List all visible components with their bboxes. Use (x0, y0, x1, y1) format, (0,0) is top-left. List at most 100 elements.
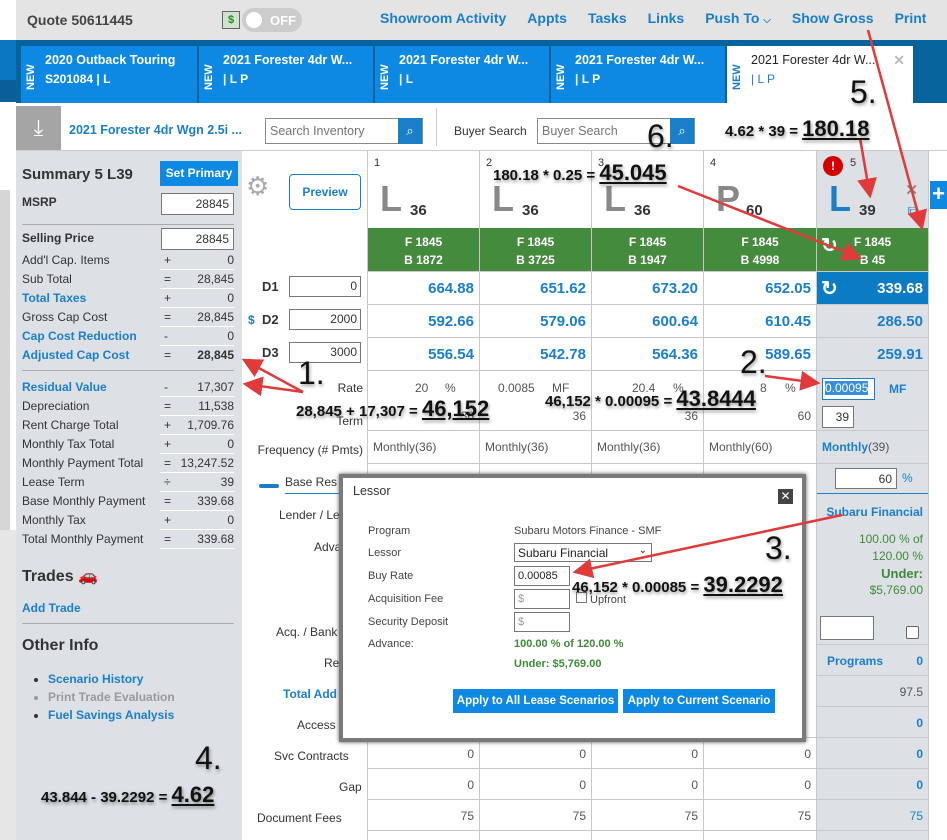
payment-d1[interactable]: 652.05 (704, 271, 816, 304)
scenario-column-5-selected[interactable]: ! 5 L 39 ✕ ⧉ F 1845 B 45 ↻ ↻ 339.68 286.50 … (816, 151, 929, 840)
row-operator: - (164, 380, 168, 394)
vehicle-tab-4[interactable]: NEW 2021 Forester 4dr W... | L P (551, 46, 725, 103)
payment-d2[interactable]: 286.50 (817, 304, 928, 337)
lender-label: Lender / Le (279, 508, 340, 522)
annotation-step-2: 2. (740, 344, 767, 380)
add-scenario-button[interactable]: + (930, 181, 947, 209)
msrp-input[interactable]: 28845 (161, 193, 234, 215)
vehicle-tab-2[interactable]: NEW 2021 Forester 4dr W... | L P (199, 46, 373, 103)
payment-d2[interactable]: 610.45 (704, 304, 816, 337)
payment-d1[interactable]: 651.62 (480, 271, 591, 304)
left-edge-tab (0, 40, 16, 80)
toggle-switch[interactable]: OFF (242, 8, 302, 32)
trades-label: Trades (22, 568, 74, 585)
total-add-link[interactable]: Total Add (283, 687, 337, 701)
d1-input[interactable]: 0 (289, 276, 361, 297)
vehicle-name-link[interactable]: 2021 Forester 4dr Wgn 2.5i ... (69, 123, 242, 137)
gear-icon[interactable]: ⚙ (246, 171, 270, 201)
equation-text: 46,152 * 0.00095 = (545, 393, 677, 410)
re-value: 97.5 (817, 675, 928, 706)
vehicle-tab-5-active[interactable]: NEW 2021 Forester 4dr W... | L P ✕ (727, 46, 913, 103)
acquisition-fee-input[interactable]: $ (514, 589, 570, 609)
buy-rate-input[interactable]: 0.00085 (514, 566, 570, 586)
money-factor-input[interactable]: 0.00095 (822, 378, 875, 400)
programs-link[interactable]: Programs (827, 654, 884, 668)
acq-fee-input[interactable] (820, 616, 874, 640)
frequency-link[interactable]: Monthly (822, 440, 868, 454)
nav-push-to[interactable]: Push To ⌵ (705, 10, 771, 26)
add-trade-link[interactable]: Add Trade (22, 601, 81, 615)
presentation-toggle[interactable]: $ OFF (222, 8, 302, 32)
payment-d1[interactable]: 664.88 (368, 271, 479, 304)
annotation-equation-5: 4.62 * 39 = 180.18 (725, 116, 869, 142)
toggle-label: OFF (270, 12, 296, 28)
total-taxes-link[interactable]: Total Taxes (22, 291, 87, 305)
close-dialog-button[interactable]: ✕ (778, 489, 793, 504)
inventory-search-button[interactable]: ⌕ (398, 118, 422, 144)
scenario-history-link[interactable]: Scenario History (48, 672, 144, 686)
row-value: 39 (220, 475, 234, 489)
summary-row: Sub Total = 28,845 (22, 270, 234, 289)
payment-d3[interactable]: 259.91 (817, 337, 928, 370)
copy-scenario-icon[interactable]: ⧉ (907, 204, 919, 221)
payment-d3[interactable]: 589.65 (704, 337, 816, 370)
term-input[interactable]: 39 (822, 406, 854, 428)
toggle-knob (246, 12, 262, 28)
payment-d1[interactable]: 673.20 (592, 271, 703, 304)
residual-value-link[interactable]: Residual Value (22, 380, 107, 394)
payment-d2[interactable]: 579.06 (480, 304, 591, 337)
svc-value[interactable]: 0 (817, 737, 928, 768)
payment-d3[interactable]: 556.54 (368, 337, 479, 370)
payment-d3[interactable]: 564.36 (592, 337, 703, 370)
doc-fee-value[interactable]: 75 (817, 799, 928, 830)
lessor-select[interactable]: Subaru Financial ⌄ (514, 543, 652, 562)
collapse-icon[interactable] (259, 484, 279, 488)
left-scrollbar[interactable] (0, 190, 10, 530)
d2-input[interactable]: 2000 (289, 309, 361, 330)
residual-percent-input[interactable]: 60 (835, 468, 897, 489)
upfront-checkbox[interactable] (906, 626, 919, 639)
lender-link[interactable]: Subaru Financial (826, 505, 923, 519)
tab-subtitle: S201084 | L (45, 72, 111, 86)
nav-tasks[interactable]: Tasks (587, 10, 627, 26)
download-arrow-button[interactable]: ⤓ (16, 106, 61, 150)
d3-input[interactable]: 3000 (289, 342, 361, 363)
nav-links[interactable]: Links (647, 10, 685, 26)
payment-d2[interactable]: 600.64 (592, 304, 703, 337)
document-fees-label: Document Fees (257, 811, 342, 825)
row-value: 17,307 (197, 380, 234, 394)
nav-show-gross[interactable]: Show Gross (791, 10, 874, 26)
scenario-type: L (380, 178, 402, 219)
buyer-search-input[interactable] (538, 119, 670, 143)
gap-value[interactable]: 0 (817, 768, 928, 799)
payment-d1-selected[interactable]: ↻ 339.68 (817, 271, 928, 304)
set-primary-button[interactable]: Set Primary (160, 161, 238, 186)
cap-cost-reduction-link[interactable]: Cap Cost Reduction (22, 329, 137, 343)
close-tab-icon[interactable]: ✕ (893, 52, 905, 68)
total-add-value[interactable]: 0 (817, 706, 928, 737)
buyer-search-button[interactable]: ⌕ (670, 118, 694, 144)
scenario-column-2[interactable]: 2 L 36 F 1845 B 3725 651.62 579.06 542.78 0… (479, 151, 591, 840)
refresh-icon[interactable]: ↻ (821, 278, 838, 300)
nav-showroom-activity[interactable]: Showroom Activity (380, 10, 507, 26)
delete-scenario-icon[interactable]: ✕ (905, 182, 918, 199)
nav-print[interactable]: Print (894, 10, 927, 26)
refresh-icon[interactable]: ↻ (821, 235, 838, 257)
payment-d3[interactable]: 542.78 (480, 337, 591, 370)
vehicle-tab-1[interactable]: NEW 2020 Outback Touring S201084 | L (21, 46, 197, 103)
vehicle-tab-3[interactable]: NEW 2021 Forester 4dr W... | L (375, 46, 549, 103)
security-deposit-input[interactable]: $ (514, 612, 570, 632)
apply-all-lease-scenarios-button[interactable]: Apply to All Lease Scenarios (453, 689, 618, 713)
upfront-checkbox[interactable] (576, 592, 587, 603)
preview-button[interactable]: Preview (289, 174, 361, 210)
empty-cell (592, 463, 703, 481)
selling-price-input[interactable]: 28845 (161, 228, 234, 250)
alert-icon[interactable]: ! (823, 156, 843, 176)
fuel-savings-analysis-link[interactable]: Fuel Savings Analysis (48, 708, 175, 722)
scenario-column-1[interactable]: 1 L 36 F 1845 B 1872 664.88 592.66 556.54 2… (367, 151, 479, 840)
payment-d2[interactable]: 592.66 (368, 304, 479, 337)
apply-current-scenario-button[interactable]: Apply to Current Scenario (623, 689, 775, 713)
nav-appts[interactable]: Appts (527, 10, 567, 26)
inventory-search-input[interactable] (266, 119, 398, 143)
adjusted-cap-cost-link[interactable]: Adjusted Cap Cost (22, 348, 130, 362)
